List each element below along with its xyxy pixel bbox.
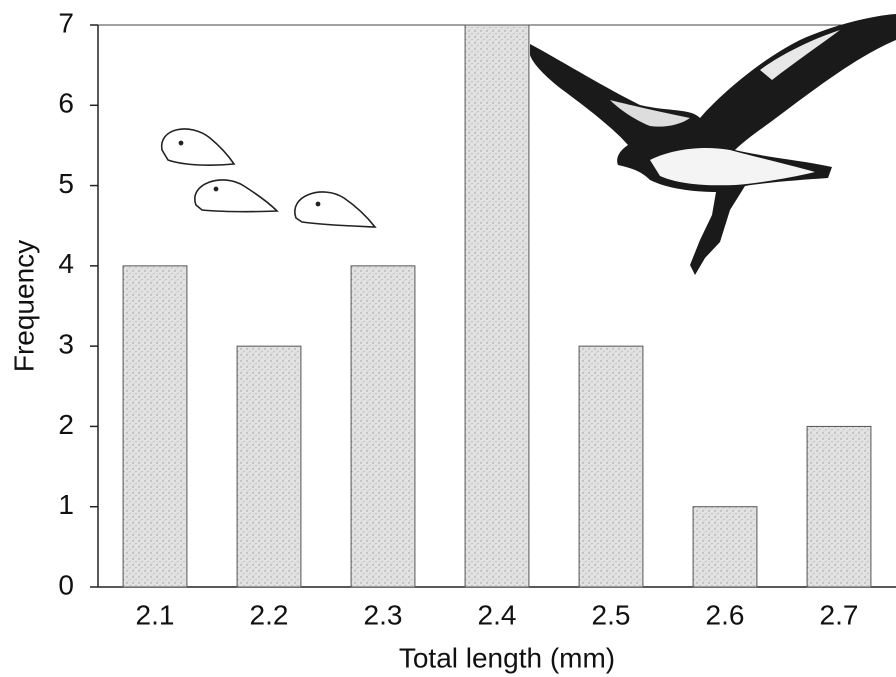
y-axis-label: Frequency bbox=[8, 240, 39, 372]
y-tick-label: 4 bbox=[58, 248, 74, 279]
x-tick-label: 2.7 bbox=[820, 599, 859, 630]
bird-illustration bbox=[530, 14, 896, 275]
bar bbox=[123, 266, 187, 587]
x-tick-label: 2.6 bbox=[706, 599, 745, 630]
bar bbox=[807, 426, 871, 587]
x-tick-label: 2.5 bbox=[592, 599, 631, 630]
x-tick-label: 2.4 bbox=[478, 599, 517, 630]
x-tick-label: 2.1 bbox=[136, 599, 175, 630]
bar bbox=[351, 266, 415, 587]
bar bbox=[579, 346, 643, 587]
x-tick-label: 2.2 bbox=[250, 599, 289, 630]
y-tick-label: 0 bbox=[58, 569, 74, 600]
y-tick-label: 1 bbox=[58, 489, 74, 520]
y-tick-label: 6 bbox=[58, 88, 74, 119]
chart: 0 1 2 3 4 5 6 7 2.1 2.2 2.3 2.4 2.5 2.6 2.7 Total lengt… bbox=[0, 0, 896, 677]
x-tick-label: 2.3 bbox=[364, 599, 403, 630]
x-axis-label: Total length (mm) bbox=[399, 642, 615, 673]
bar bbox=[465, 25, 529, 587]
y-tick-label: 5 bbox=[58, 168, 74, 199]
y-tick-label: 7 bbox=[58, 7, 74, 38]
bar bbox=[693, 507, 757, 587]
y-tick-label: 2 bbox=[58, 409, 74, 440]
bar bbox=[237, 346, 301, 587]
shell-illustrations bbox=[162, 129, 375, 227]
y-tick-label: 3 bbox=[58, 329, 74, 360]
